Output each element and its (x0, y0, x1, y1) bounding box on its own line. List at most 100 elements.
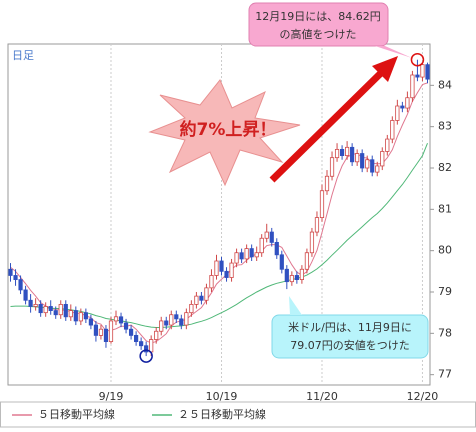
low-note-box (271, 314, 429, 359)
candle-body (68, 310, 73, 318)
candle-body (345, 146, 350, 156)
candle-body (28, 299, 33, 307)
candle-body (355, 153, 360, 163)
candle-body (229, 262, 234, 278)
y-tick-label: 79 (438, 285, 452, 298)
candle-body (269, 231, 274, 243)
candle-body (309, 231, 315, 254)
candle-body (284, 268, 289, 283)
candle-body (63, 303, 68, 318)
candle-body (128, 328, 134, 336)
candle-body (13, 275, 18, 281)
candle-body (169, 314, 174, 326)
candle-body (33, 303, 38, 307)
candle-body (329, 157, 335, 177)
candle-body (274, 241, 279, 256)
period-label: 日足 (12, 49, 34, 62)
candle-body (254, 252, 259, 258)
candle-body (88, 318, 93, 326)
plot: 77 78 79 80 81 82 83 84 9/19 10/19 11/20 12/20 (8, 44, 452, 403)
candle-body (219, 260, 224, 272)
candle-body (339, 148, 345, 156)
candle-body (244, 248, 249, 260)
candle-body (239, 252, 244, 260)
x-tick-label: 9/19 (99, 390, 124, 403)
candle-body (204, 287, 209, 301)
candle-body (194, 295, 199, 305)
candle-body (314, 217, 320, 233)
legend-label: ２５日移動平均線 (178, 407, 266, 421)
candle-body (385, 138, 390, 152)
candle-body (78, 312, 83, 322)
candle-body (18, 279, 23, 291)
candle-body (58, 303, 63, 316)
candle-body (289, 275, 294, 283)
candle-body (395, 105, 400, 121)
high-note-box (248, 2, 389, 47)
candle-body (375, 165, 380, 173)
candle-body (189, 303, 194, 314)
candle-body (214, 260, 219, 276)
candle-body (400, 105, 405, 109)
y-tick-label: 77 (438, 368, 452, 381)
candle-body (334, 148, 340, 159)
candle-body (425, 64, 430, 80)
y-tick-label: 81 (438, 202, 452, 215)
candle-body (149, 339, 154, 353)
candle-body (304, 252, 310, 270)
candle-body (48, 306, 53, 312)
candle-body (118, 316, 124, 324)
x-tick-label: 11/20 (306, 390, 338, 403)
candle-body (324, 175, 330, 192)
candle-body (43, 306, 48, 314)
ma-line (10, 143, 428, 328)
candle-body (279, 254, 284, 270)
burst-shape (148, 79, 301, 187)
annotations: 約7%上昇！ 12月19日には、84.62円 の高値をつけた 米ドル/円は、11… (139, 2, 429, 363)
low-note-line: 79.07円の安値をつけた (290, 338, 410, 352)
candle-body (179, 318, 184, 326)
candle-body (53, 310, 58, 316)
candle-body (93, 324, 99, 336)
candle-body (410, 74, 415, 99)
high-note-pointer (375, 46, 412, 58)
candle-body (154, 330, 159, 340)
candle-body (390, 120, 395, 140)
candle-body (415, 74, 420, 78)
high-marker (410, 52, 425, 67)
candle-body (83, 312, 88, 320)
candle-body (234, 252, 239, 264)
candle-body (103, 328, 109, 343)
candle-body (370, 159, 375, 173)
candle-body (134, 334, 139, 342)
low-marker (139, 349, 153, 363)
candle-body (8, 268, 13, 276)
candle-body (420, 64, 425, 78)
candle-body (350, 146, 355, 163)
y-tick-label: 78 (438, 326, 452, 339)
candle-body (365, 159, 370, 169)
x-tick-label: 10/19 (206, 390, 238, 403)
candle-body (108, 320, 114, 342)
candle-body (299, 268, 304, 280)
rise-arrow (269, 69, 385, 183)
candle-body (360, 153, 365, 169)
candle-body (184, 312, 189, 326)
candle-body (73, 310, 78, 322)
x-tick-label: 12/20 (407, 390, 439, 403)
y-tick-label: 82 (438, 161, 452, 174)
burst-text: 約7%上昇！ (180, 119, 277, 140)
high-note-line: 12月19日には、84.62円 (255, 10, 381, 23)
candle-body (199, 295, 204, 301)
candle-body (23, 289, 28, 301)
high-note-line: の高値をつけた (280, 27, 357, 41)
candle-body (380, 151, 385, 167)
candle-body (123, 322, 129, 330)
candle-body (139, 341, 144, 347)
candle-body (98, 328, 104, 336)
y-tick-label: 84 (438, 78, 452, 91)
y-tick-label: 83 (438, 120, 452, 133)
candle-body (38, 303, 43, 314)
candle-body (294, 275, 299, 281)
candle-body (209, 275, 214, 289)
